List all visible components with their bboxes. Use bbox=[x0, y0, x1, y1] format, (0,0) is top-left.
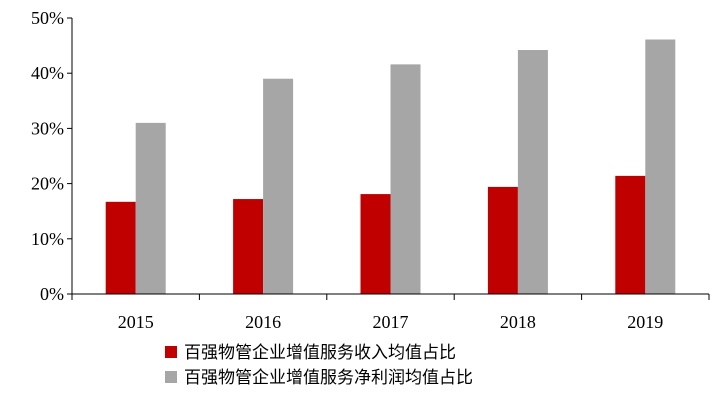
y-tick-label: 0% bbox=[40, 284, 64, 304]
bar-series-1-2018 bbox=[487, 186, 518, 294]
bar-series-2-2017 bbox=[390, 64, 421, 294]
bars-group bbox=[105, 39, 676, 295]
y-tick-label: 20% bbox=[31, 174, 64, 194]
y-tick-label: 50% bbox=[31, 8, 64, 28]
axes-group bbox=[71, 18, 709, 295]
x-tick-label: 2015 bbox=[118, 312, 154, 332]
bar-series-2-2019 bbox=[645, 39, 676, 294]
x-tick-label: 2018 bbox=[500, 312, 536, 332]
bar-series-1-2017 bbox=[360, 194, 391, 294]
legend-label-1: 百强物管企业增值服务收入均值占比 bbox=[184, 343, 456, 363]
y-tick-label: 40% bbox=[31, 63, 64, 83]
x-tick-label: 2019 bbox=[627, 312, 663, 332]
x-axis-ticks: 2015 2016 2017 2018 2019 bbox=[71, 294, 710, 332]
x-tick-label: 2017 bbox=[373, 312, 409, 332]
legend-swatch-2 bbox=[165, 371, 177, 383]
x-tick-label: 2016 bbox=[245, 312, 281, 332]
legend-swatch-1 bbox=[165, 346, 177, 358]
y-tick-label: 10% bbox=[31, 229, 64, 249]
bar-series-1-2015 bbox=[105, 201, 136, 294]
bar-series-2-2018 bbox=[517, 50, 548, 295]
y-tick-label: 30% bbox=[31, 118, 64, 138]
y-axis-ticks: 0% 10% 20% 30% 40% 50% bbox=[31, 8, 72, 304]
bar-series-2-2015 bbox=[135, 122, 166, 294]
bar-series-1-2016 bbox=[233, 199, 264, 294]
bar-series-2-2016 bbox=[263, 78, 294, 294]
legend-label-2: 百强物管企业增值服务净利润均值占比 bbox=[184, 368, 473, 388]
bar-series-1-2019 bbox=[615, 175, 646, 294]
